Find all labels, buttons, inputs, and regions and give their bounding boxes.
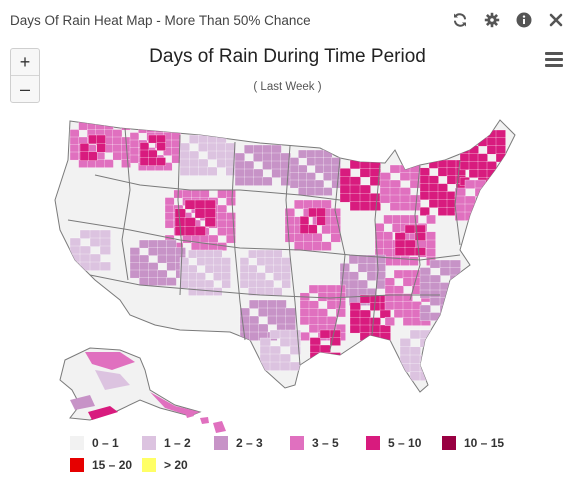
state-borders <box>67 127 461 366</box>
legend-swatch <box>142 436 156 450</box>
legend-item[interactable]: 2 – 3 <box>214 436 288 450</box>
color-legend: 0 – 1 1 – 2 2 – 3 3 – 5 5 – 10 10 – 15 15 – 20… <box>70 436 550 472</box>
close-icon[interactable] <box>547 11 565 29</box>
legend-label: 10 – 15 <box>464 436 505 450</box>
legend-label: 15 – 20 <box>92 458 133 472</box>
chart-menu-button[interactable] <box>545 52 563 68</box>
legend-swatch <box>442 436 456 450</box>
panel-toolbar <box>451 11 565 29</box>
menu-bar-icon <box>545 52 563 55</box>
zoom-in-button[interactable]: + <box>19 51 31 72</box>
legend-item[interactable]: 5 – 10 <box>366 436 440 450</box>
legend-swatch <box>214 436 228 450</box>
legend-item[interactable]: 15 – 20 <box>70 458 140 472</box>
menu-bar-icon <box>545 64 563 67</box>
legend-label: > 20 <box>164 458 188 472</box>
map-area: Days of Rain During Time Period ( Last W… <box>0 40 575 497</box>
map-title: Days of Rain During Time Period <box>149 46 426 67</box>
panel-title: Days Of Rain Heat Map - More Than 50% Ch… <box>10 12 311 28</box>
legend-item[interactable]: > 20 <box>142 458 212 472</box>
legend-swatch <box>366 436 380 450</box>
info-icon[interactable] <box>515 11 533 29</box>
legend-item[interactable]: 0 – 1 <box>70 436 140 450</box>
legend-swatch <box>70 436 84 450</box>
legend-swatch <box>70 458 84 472</box>
legend-item[interactable]: 1 – 2 <box>142 436 212 450</box>
menu-bar-icon <box>545 58 563 61</box>
refresh-icon[interactable] <box>451 11 469 29</box>
legend-label: 0 – 1 <box>92 436 119 450</box>
map-subtitle: ( Last Week ) <box>253 81 322 93</box>
legend-label: 3 – 5 <box>312 436 339 450</box>
legend-swatch <box>142 458 156 472</box>
legend-label: 1 – 2 <box>164 436 191 450</box>
contiguous-us[interactable] <box>54 119 516 393</box>
legend-item[interactable]: 10 – 15 <box>442 436 516 450</box>
hawaii[interactable] <box>185 410 226 433</box>
legend-swatch <box>290 436 304 450</box>
zoom-control: + – <box>10 48 40 103</box>
gear-icon[interactable] <box>483 11 501 29</box>
alaska[interactable] <box>59 347 202 421</box>
legend-item[interactable]: 3 – 5 <box>290 436 364 450</box>
legend-label: 2 – 3 <box>236 436 263 450</box>
us-rain-map[interactable] <box>0 40 575 497</box>
panel-header: Days Of Rain Heat Map - More Than 50% Ch… <box>0 0 575 40</box>
zoom-out-button[interactable]: – <box>11 75 39 102</box>
legend-label: 5 – 10 <box>388 436 422 450</box>
